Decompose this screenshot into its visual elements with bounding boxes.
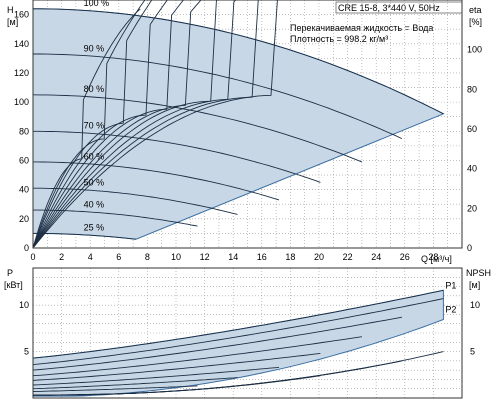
power-series-curve <box>32 289 444 359</box>
x-tick-label: 10 <box>171 252 181 262</box>
x-tick-label: 8 <box>145 252 150 262</box>
speed-power-curve <box>32 385 198 392</box>
y-tick-label: 160 <box>14 10 29 20</box>
speed-curve-label: 40 % <box>84 199 105 209</box>
top-y-axis-label: H <box>7 5 14 15</box>
bottom-y-axis-label: P <box>7 268 13 278</box>
eta-axis-label: eta <box>469 5 482 15</box>
x-tick-label: 16 <box>257 252 267 262</box>
speed-curve-label: 90 % <box>84 43 105 53</box>
speed-labels: 100 % 90 % 80 % 70 % 60 % 50 % 40 % 25 % <box>84 0 110 233</box>
x-tick-label: 14 <box>228 252 238 262</box>
speed-power-curve <box>32 377 238 390</box>
y-tick-label: 120 <box>14 68 29 78</box>
bottom-tick-labels: 5 10 5 10 <box>19 300 480 356</box>
speed-power-curve <box>32 336 362 377</box>
eta-tick-label: 60 <box>467 124 477 134</box>
speed-curve <box>33 232 137 240</box>
speed-curve-label: 25 % <box>84 223 105 233</box>
eta-tick-label: 40 <box>467 164 477 174</box>
speed-curve <box>33 53 403 140</box>
x-tick-label: 22 <box>343 252 353 262</box>
pump-model-label: CRE 15-8, 3*440 V, 50Hz <box>338 3 440 13</box>
top-plot-frame <box>32 0 463 249</box>
speed-curve <box>33 8 444 115</box>
npsh-tick-label: 10 <box>470 300 480 310</box>
power-series-label: P2 <box>445 305 456 315</box>
efficiency-curves <box>33 0 278 248</box>
npsh-axis-unit: [м] <box>469 280 480 290</box>
efficiency-curve <box>33 0 153 247</box>
efficiency-curve <box>33 0 146 246</box>
power-envelope <box>32 289 444 397</box>
x-tick-label: 12 <box>200 252 210 262</box>
power-envelope-area <box>32 289 444 397</box>
y-tick-label: 140 <box>14 39 29 49</box>
npsh-axis-label: NPSH <box>466 268 491 278</box>
x-tick-label: 20 <box>314 252 324 262</box>
efficiency-curve <box>33 0 168 247</box>
power-curves: P1 P2 <box>32 280 456 396</box>
x-tick-label: 26 <box>400 252 410 262</box>
npsh-tick-label: 5 <box>470 347 475 357</box>
y-tick-label: 100 <box>14 97 29 107</box>
y-tick-label: 40 <box>19 185 29 195</box>
speed-curve <box>33 130 321 183</box>
speed-power-curve <box>32 352 321 381</box>
x-tick-label: 4 <box>88 252 93 262</box>
x-tick-label: 0 <box>30 252 35 262</box>
efficiency-curve <box>33 8 141 246</box>
y-tick-label: 0 <box>24 243 29 253</box>
npsh-curve <box>33 375 321 396</box>
bottom-plot-frame <box>32 267 463 399</box>
speed-curve <box>33 161 280 201</box>
x-tick-label: 2 <box>59 252 64 262</box>
y-tick-label: 60 <box>19 155 29 165</box>
speed-curve-label: 60 % <box>84 151 105 161</box>
power-series-label: P1 <box>445 280 456 290</box>
top-tick-labels: 0 2 4 6 8 10 12 14 16 18 20 22 24 26 28020406080100120… <box>14 10 482 262</box>
speed-curve-label: 50 % <box>84 178 105 188</box>
eta-tick-label: 100 <box>467 45 482 55</box>
speed-curve-label: 70 % <box>84 121 105 131</box>
efficiency-curve <box>33 0 237 248</box>
speed-curve-label: 80 % <box>84 84 105 94</box>
power-tick-label: 10 <box>19 300 29 310</box>
top-y-axis-unit: [м] <box>7 17 18 27</box>
y-tick-label: 20 <box>19 214 29 224</box>
speed-curve <box>33 187 238 215</box>
power-tick-label: 5 <box>24 347 29 357</box>
x-tick-label: 24 <box>371 252 381 262</box>
eta-tick-label: 80 <box>467 84 477 94</box>
efficiency-curve <box>33 0 202 247</box>
speed-curve-label: 100 % <box>84 0 110 8</box>
x-axis-label: Q [м³/ч] <box>421 254 452 264</box>
speed-power-curve <box>32 366 280 386</box>
eta-tick-label: 20 <box>467 203 477 213</box>
efficiency-curve <box>33 0 218 248</box>
power-series-curve <box>32 298 444 366</box>
bottom-y-axis-unit: [кВт] <box>4 280 23 290</box>
x-tick-label: 6 <box>116 252 121 262</box>
eta-tick-label: 0 <box>467 243 472 253</box>
eta-axis-unit: [%] <box>469 17 482 27</box>
efficiency-curve <box>33 0 185 247</box>
density-label: Плотность = 998.2 кг/м³ <box>290 34 388 44</box>
x-tick-label: 28 <box>428 252 438 262</box>
speed-power-curve <box>32 316 402 371</box>
efficiency-curve <box>33 0 278 248</box>
x-tick-label: 18 <box>285 252 295 262</box>
speed-curves <box>32 8 444 240</box>
y-tick-label: 80 <box>19 126 29 136</box>
